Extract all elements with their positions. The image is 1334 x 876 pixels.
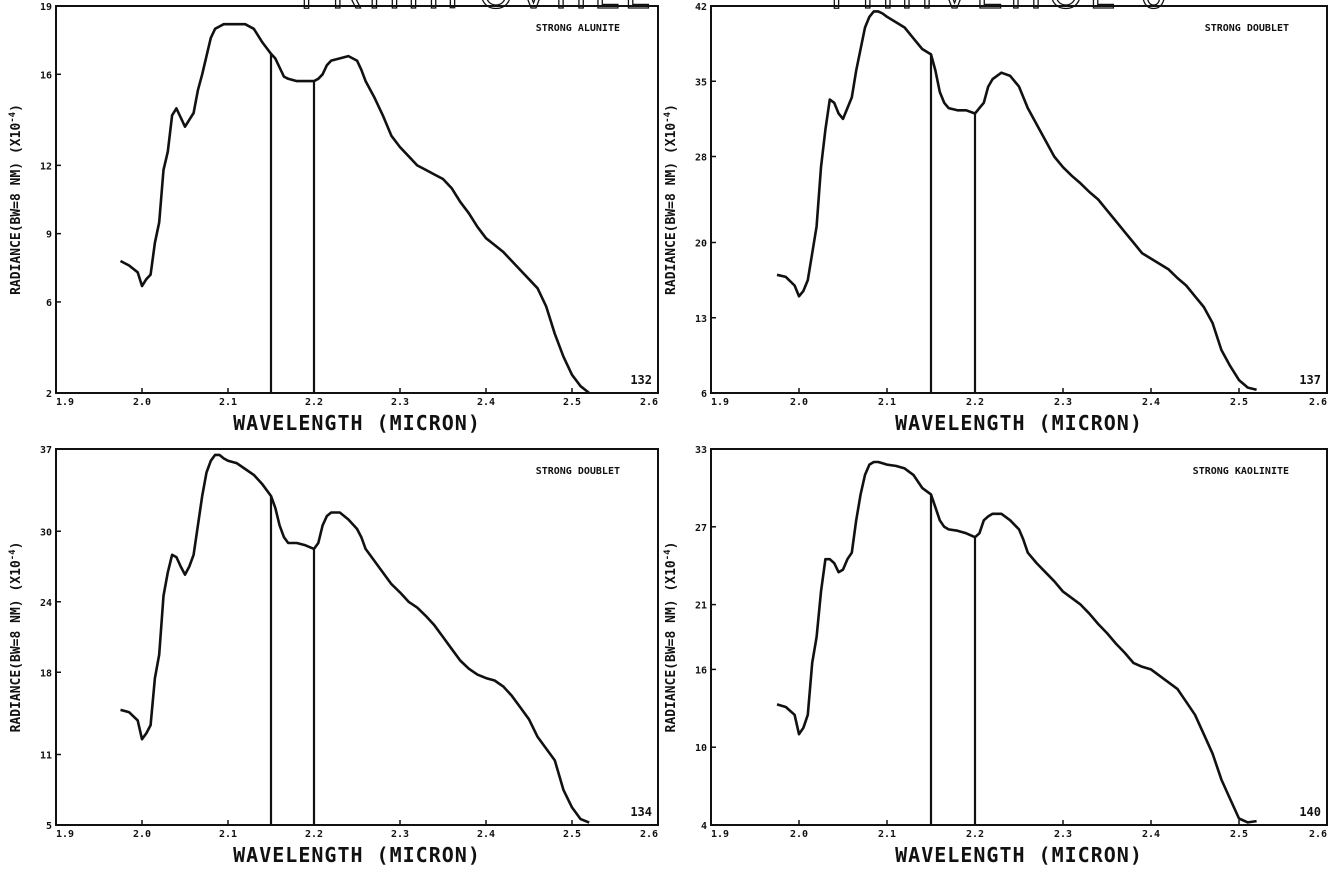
y-axis-label-text: RADIANCE(BW=8 NM) (X10 (664, 123, 679, 295)
spectrum-number: 132 (630, 373, 652, 387)
plot-frame (710, 5, 1328, 394)
y-tick-label: 24 (40, 598, 52, 609)
figure-title-left: FRHHPOVHLL (300, 0, 655, 19)
x-axis-label: WAVELENGTH (MICRON) (895, 843, 1143, 867)
x-tick-label: 2.5 (1230, 397, 1248, 408)
spectrum-curve (119, 22, 591, 395)
y-axis-label-exponent: -4 (8, 549, 18, 560)
x-tick-label: 1.9 (711, 397, 729, 408)
y-axis-label: RADIANCE(BW=8 NM) (X10-4) (8, 104, 24, 295)
y-tick-label: 35 (695, 77, 707, 88)
x-tick-label: 1.9 (56, 397, 74, 408)
y-tick-label: 11 (40, 751, 52, 762)
x-axis-label: WAVELENGTH (MICRON) (233, 411, 481, 435)
y-tick-label: 2 (46, 389, 52, 400)
y-tick-label: 16 (695, 665, 707, 676)
spectrum-number: 140 (1299, 805, 1321, 819)
x-tick-label: 2.2 (305, 397, 323, 408)
x-tick-label: 2.3 (391, 397, 409, 408)
y-axis-label-text: RADIANCE(BW=8 NM) (X10 (664, 560, 679, 732)
plot-frame (55, 448, 659, 826)
x-tick-label: 2.4 (477, 397, 495, 408)
y-tick-label: 16 (40, 70, 52, 81)
x-tick-label: 2.6 (640, 829, 658, 840)
mineral-annotation: STRONG KAOLINITE (1193, 466, 1289, 477)
y-tick-label: 27 (695, 523, 707, 534)
y-tick-label: 6 (701, 389, 707, 400)
spectrum-number: 137 (1299, 373, 1321, 387)
spectrum-curve (120, 453, 590, 824)
mineral-annotation: STRONG DOUBLET (1205, 23, 1289, 34)
y-tick-label: 33 (695, 445, 707, 456)
x-tick-label: 2.2 (305, 829, 323, 840)
x-tick-label: 2.0 (133, 829, 151, 840)
y-axis-label-text: RADIANCE(BW=8 NM) (X10 (9, 123, 24, 295)
y-tick-label: 18 (40, 668, 52, 679)
x-tick-label: 2.1 (219, 397, 237, 408)
y-tick-label: 28 (695, 153, 707, 164)
spectrum-panel-1: 1.9 2.0 2.1 2.2 2.3 2.4 2.5 2.6 2 6 9 12 16 19 WAVELEN… (8, 2, 659, 435)
y-axis-label-close: ) (664, 542, 679, 550)
x-tick-label: 2.5 (563, 397, 581, 408)
y-axis-label-text: RADIANCE(BW=8 NM) (X10 (9, 560, 24, 732)
y-tick-label: 13 (695, 314, 707, 325)
x-tick-label: 1.9 (711, 829, 729, 840)
y-tick-label: 42 (695, 2, 707, 13)
y-tick-label: 9 (46, 230, 52, 241)
y-axis-label: RADIANCE(BW=8 NM) (X10-4) (663, 104, 679, 295)
x-tick-label: 2.5 (563, 829, 581, 840)
y-axis-label-close: ) (664, 104, 679, 112)
x-tick-label: 2.1 (878, 829, 896, 840)
x-tick-label: 2.0 (790, 829, 808, 840)
x-tick-label: 2.3 (391, 829, 409, 840)
x-tick-label: 2.6 (640, 397, 658, 408)
x-tick-label: 2.3 (1054, 829, 1072, 840)
spectrum-number: 134 (630, 805, 652, 819)
y-tick-label: 19 (40, 2, 52, 13)
y-tick-label: 20 (695, 239, 707, 250)
spectrum-panel-4: 1.9 2.0 2.1 2.2 2.3 2.4 2.5 2.6 4 10 16 21 27 33 WAVEL… (663, 445, 1328, 867)
figure-title-right: FHHVEHOL 0 (830, 0, 1174, 19)
x-tick-label: 2.4 (1142, 397, 1160, 408)
mineral-annotation: STRONG ALUNITE (536, 23, 620, 34)
y-axis-label-close: ) (9, 104, 24, 112)
y-tick-label: 5 (46, 821, 52, 832)
y-tick-label: 4 (701, 821, 707, 832)
y-axis-label-exponent: -4 (663, 549, 673, 560)
x-tick-label: 2.5 (1230, 829, 1248, 840)
x-axis-label: WAVELENGTH (MICRON) (895, 411, 1143, 435)
spectrum-curve (776, 460, 1257, 824)
x-tick-label: 2.0 (790, 397, 808, 408)
y-tick-label: 10 (695, 743, 707, 754)
x-axis-label: WAVELENGTH (MICRON) (233, 843, 481, 867)
plot-frame (710, 448, 1328, 826)
x-tick-label: 2.4 (477, 829, 495, 840)
x-tick-label: 2.0 (133, 397, 151, 408)
x-tick-label: 2.6 (1309, 397, 1327, 408)
x-tick-label: 2.1 (219, 829, 237, 840)
spectrum-panel-3: 1.9 2.0 2.1 2.2 2.3 2.4 2.5 2.6 5 11 18 24 30 37 WAVEL… (8, 445, 659, 867)
y-axis-label: RADIANCE(BW=8 NM) (X10-4) (8, 542, 24, 733)
y-tick-label: 30 (40, 527, 52, 538)
x-tick-label: 2.6 (1309, 829, 1327, 840)
x-tick-label: 1.9 (56, 829, 74, 840)
mineral-annotation: STRONG DOUBLET (536, 466, 620, 477)
x-tick-label: 2.3 (1054, 397, 1072, 408)
x-tick-label: 2.2 (966, 829, 984, 840)
spectrum-curve (776, 10, 1257, 392)
plot-frame (55, 5, 659, 394)
x-tick-label: 2.2 (966, 397, 984, 408)
spectrum-panel-2: 1.9 2.0 2.1 2.2 2.3 2.4 2.5 2.6 6 13 20 28 35 42 WAVEL… (663, 2, 1328, 435)
y-tick-label: 12 (40, 161, 52, 172)
y-axis-label-close: ) (9, 542, 24, 550)
y-tick-label: 37 (40, 445, 52, 456)
y-axis-label: RADIANCE(BW=8 NM) (X10-4) (663, 542, 679, 733)
y-tick-label: 21 (695, 601, 707, 612)
y-axis-label-exponent: -4 (663, 111, 673, 122)
x-tick-label: 2.4 (1142, 829, 1160, 840)
x-tick-label: 2.1 (878, 397, 896, 408)
y-tick-label: 6 (46, 298, 52, 309)
y-axis-label-exponent: -4 (8, 111, 18, 122)
